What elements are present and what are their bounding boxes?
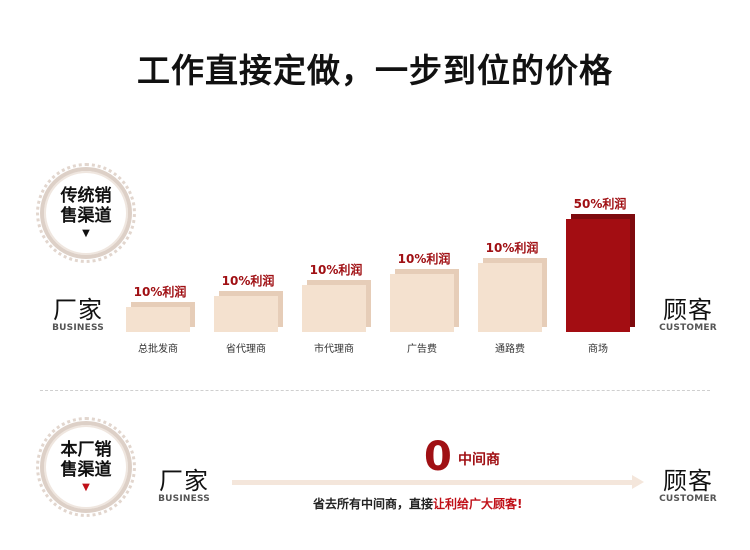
traditional-channel-badge: 传统销 售渠道 ▼: [36, 163, 136, 263]
customer-label-en: CUSTOMER: [659, 323, 717, 333]
down-triangle-icon: ▼: [82, 482, 90, 493]
bar-category-label: 总批发商: [138, 344, 178, 355]
profit-bars: 10%利润总批发商 10%利润省代理商 10%利润市代理商 10%利润广告费 10%利润…: [126, 197, 630, 355]
slogan: 省去所有中间商，直接让利给广大顾客!: [313, 495, 523, 512]
business-label-cn: 厂家: [53, 296, 103, 324]
business-label-en: BUSINESS: [52, 323, 104, 333]
slogan-part-2: 让利给广大顾客!: [433, 497, 523, 511]
bar: [126, 307, 190, 332]
bar: [214, 296, 278, 332]
bar-category-label: 省代理商: [226, 344, 266, 355]
customer-endpoint: 顾客 CUSTOMER: [655, 297, 721, 334]
business-label-cn: 厂家: [159, 467, 209, 495]
bar-profit-label: 10%利润: [485, 241, 539, 255]
section-divider: [40, 390, 710, 391]
customer-label-cn: 顾客: [663, 467, 713, 495]
business-label-en: BUSINESS: [158, 494, 210, 504]
customer-endpoint: 顾客 CUSTOMER: [655, 468, 721, 505]
business-endpoint: 厂家 BUSINESS: [46, 297, 110, 334]
bar-category-label: 广告费: [407, 344, 437, 355]
badge-line-2: 售渠道: [60, 460, 112, 480]
bar-category-label: 商场: [588, 344, 608, 355]
bar-profit-label: 50%利润: [573, 197, 627, 211]
arrow-right-icon: [632, 475, 644, 489]
direct-arrow-line: [232, 480, 632, 485]
bar-category-label: 通路费: [495, 344, 525, 355]
badge-line-1: 本厂销: [60, 440, 112, 460]
bar-category-label: 市代理商: [314, 344, 354, 355]
slogan-part-1: 省去所有中间商，直接: [313, 497, 434, 511]
bar-profit-label: 10%利润: [397, 252, 451, 266]
bar-profit-label: 10%利润: [221, 274, 275, 288]
customer-label-en: CUSTOMER: [659, 494, 717, 504]
bar-profit-label: 10%利润: [133, 285, 187, 299]
bar: [390, 274, 454, 332]
zero-count: 0: [424, 434, 452, 480]
business-endpoint: 厂家 BUSINESS: [152, 468, 216, 505]
customer-label-cn: 顾客: [663, 296, 713, 324]
bar: [566, 219, 630, 332]
page-title: 工作直接定做，一步到位的价格: [137, 51, 613, 90]
direct-channel-badge: 本厂销 售渠道 ▼: [36, 417, 136, 517]
middlemen-label: 中间商: [458, 452, 500, 468]
bar: [478, 263, 542, 332]
bar: [302, 285, 366, 332]
bar-profit-label: 10%利润: [309, 263, 363, 277]
